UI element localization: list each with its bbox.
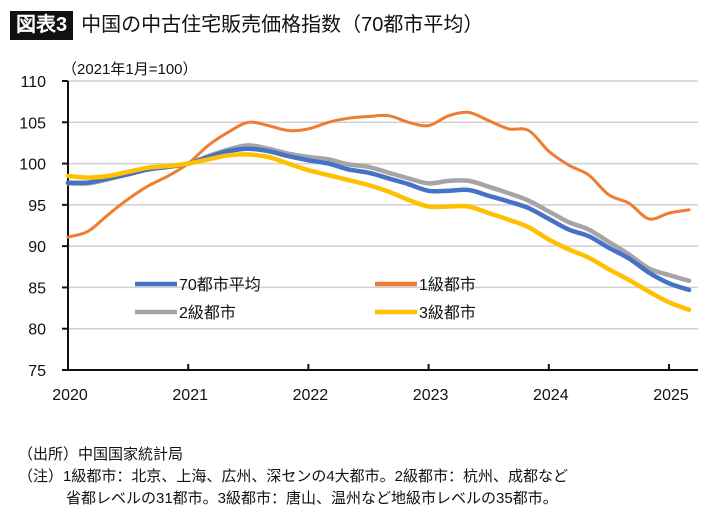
chart-title: 中国の中古住宅販売価格指数（70都市平均） bbox=[81, 14, 484, 36]
y-axis-unit-note: （2021年1月=100） bbox=[62, 61, 198, 78]
note-line-1: （注）1級都市：北京、上海、広州、深センの4大都市。2級都市：杭州、成都など bbox=[18, 468, 569, 485]
y-tick-label: 105 bbox=[19, 115, 46, 132]
legend-label: 3級都市 bbox=[419, 304, 476, 322]
chart-title-row: 図表3 中国の中古住宅販売価格指数（70都市平均） bbox=[10, 10, 483, 40]
line-chart: 75 80 85 90 95 100 105 110 2020 2021 2022 2023 2024… bbox=[19, 74, 698, 404]
x-tick-label: 2023 bbox=[413, 387, 449, 404]
series-line-tier1 bbox=[66, 110, 691, 239]
footnotes: （出所）中国国家統計局 （注）1級都市：北京、上海、広州、深センの4大都市。2級… bbox=[18, 444, 568, 510]
note-line-2: 省都レベルの31都市。3級都市：唐山、温州など地級市レベルの35都市。 bbox=[66, 490, 558, 507]
series-lines bbox=[65, 110, 692, 312]
axes bbox=[62, 80, 698, 371]
legend-label: 2級都市 bbox=[179, 304, 236, 322]
series-line-tier3 bbox=[65, 152, 692, 312]
y-tick-label: 95 bbox=[28, 198, 46, 215]
y-tick-labels: 75 80 85 90 95 100 105 110 bbox=[19, 74, 46, 380]
legend-label: 1級都市 bbox=[419, 276, 476, 294]
x-tick-labels: 2020 2021 2022 2023 2024 2025 bbox=[52, 387, 689, 404]
y-tick-label: 75 bbox=[28, 363, 46, 380]
x-tick-label: 2025 bbox=[653, 387, 689, 404]
x-tick-label: 2020 bbox=[52, 387, 88, 404]
gridlines bbox=[68, 80, 698, 330]
x-tick-label: 2024 bbox=[533, 387, 569, 404]
source-note: （出所）中国国家統計局 bbox=[18, 446, 184, 463]
figure-number-badge: 図表3 bbox=[10, 10, 74, 40]
y-tick-label: 100 bbox=[19, 157, 46, 174]
y-tick-label: 90 bbox=[28, 239, 46, 256]
x-tick-label: 2022 bbox=[293, 387, 329, 404]
x-tick-label: 2021 bbox=[172, 387, 208, 404]
y-tick-label: 110 bbox=[20, 74, 46, 91]
y-tick-label: 85 bbox=[28, 280, 46, 297]
y-tick-label: 80 bbox=[28, 322, 46, 339]
legend-label: 70都市平均 bbox=[179, 276, 261, 294]
legend: 70都市平均 1級都市 2級都市 3級都市 bbox=[135, 276, 476, 322]
